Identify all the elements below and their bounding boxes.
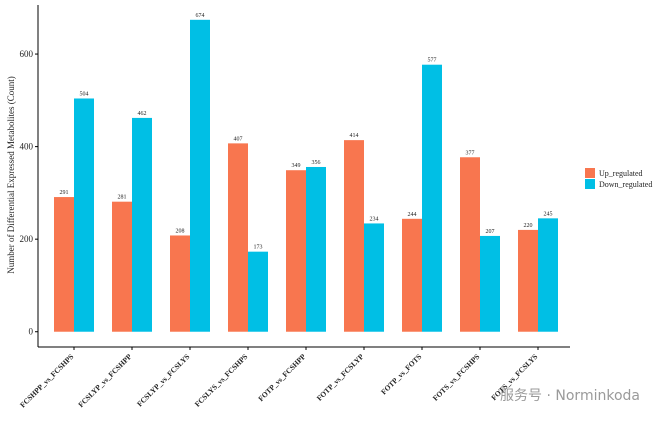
- bar: [538, 218, 558, 332]
- watermark: 服务号 · Norminkoda: [500, 388, 640, 404]
- y-tick-label: 0: [29, 327, 34, 337]
- value-label: 577: [428, 58, 437, 64]
- value-label: 244: [408, 212, 417, 218]
- bar: [402, 218, 422, 332]
- value-label: 173: [254, 245, 263, 251]
- bar: [286, 170, 306, 332]
- value-label: 674: [196, 13, 205, 19]
- legend-swatch: [585, 179, 595, 189]
- bar: [74, 98, 94, 332]
- bar: [112, 201, 132, 332]
- x-tick-label: FOTP_vs_FOTS: [379, 352, 423, 396]
- value-label: 356: [312, 160, 321, 166]
- bar: [228, 143, 248, 332]
- value-label: 504: [80, 91, 89, 97]
- x-tick-label: FCSLYP_vs_FCSLYS: [135, 352, 191, 408]
- bar: [132, 117, 152, 332]
- bar: [422, 64, 442, 332]
- y-axis-label: Number of Differential Expressed Metabol…: [6, 76, 16, 274]
- y-tick-label: 200: [20, 234, 34, 244]
- value-label: 377: [466, 150, 475, 156]
- value-label: 245: [544, 211, 553, 217]
- bar: [364, 223, 384, 332]
- value-label: 234: [370, 216, 379, 222]
- bar: [248, 251, 268, 332]
- bar: [54, 197, 74, 332]
- x-tick-label: FCSLYS_vs_FCSHPS: [193, 352, 250, 409]
- value-label: 220: [524, 223, 533, 229]
- bar: [170, 235, 190, 332]
- legend-label: Up_regulated: [599, 169, 643, 178]
- bar: [518, 229, 538, 332]
- bar: [190, 19, 210, 332]
- x-tick-label: FCSHPP_vs_FCSHPS: [18, 352, 75, 409]
- value-label: 407: [234, 136, 243, 142]
- x-tick-label: FOTP_vs_FCSLYP: [315, 352, 366, 403]
- x-tick-label: FOTS_vs_FCSHPS: [431, 352, 482, 403]
- value-label: 207: [486, 229, 495, 235]
- x-tick-label: FOTP_vs_FCSHPP: [256, 352, 307, 403]
- value-label: 462: [138, 111, 147, 117]
- bar: [306, 166, 326, 332]
- x-tick-label: FCSLYP_vs_FCSHPP: [76, 352, 133, 409]
- y-tick-label: 600: [20, 49, 34, 59]
- value-label: 208: [176, 228, 185, 234]
- value-label: 414: [350, 133, 359, 139]
- bar: [344, 140, 364, 332]
- value-label: 291: [60, 190, 69, 196]
- bar: [460, 157, 480, 332]
- legend-label: Down_regulated: [599, 180, 652, 189]
- legend-swatch: [585, 168, 595, 178]
- bar: [480, 235, 500, 332]
- value-label: 349: [292, 163, 301, 169]
- y-tick-label: 400: [20, 142, 34, 152]
- value-label: 281: [118, 195, 127, 201]
